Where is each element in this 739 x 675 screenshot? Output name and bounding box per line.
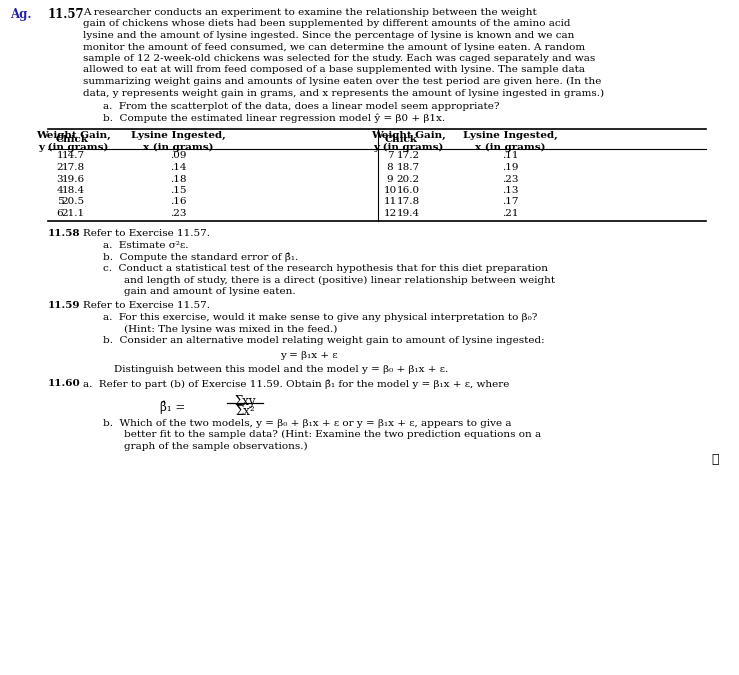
Text: 11.58: 11.58: [48, 230, 81, 238]
Text: a.  Refer to part (b) of Exercise 11.59. Obtain β̂₁ for the model y = β₁x + ε, w: a. Refer to part (b) of Exercise 11.59. …: [83, 379, 509, 389]
Text: lysine and the amount of lysine ingested. Since the percentage of lysine is know: lysine and the amount of lysine ingested…: [83, 31, 574, 40]
Text: 2: 2: [57, 163, 64, 172]
Text: and length of study, there is a direct (positive) linear relationship between we: and length of study, there is a direct (…: [124, 275, 555, 285]
Text: 11.59: 11.59: [48, 302, 81, 311]
Text: .19: .19: [502, 163, 518, 172]
Text: 19.6: 19.6: [61, 175, 84, 184]
Text: c.  Conduct a statistical test of the research hypothesis that for this diet pre: c. Conduct a statistical test of the res…: [103, 264, 548, 273]
Text: 9: 9: [386, 175, 393, 184]
Text: 10: 10: [384, 186, 397, 195]
Text: Weight Gain,: Weight Gain,: [371, 131, 446, 140]
Text: b.  Compute the standard error of β̂₁.: b. Compute the standard error of β̂₁.: [103, 252, 299, 262]
Text: 16.0: 16.0: [396, 186, 420, 195]
Text: 20.2: 20.2: [396, 175, 420, 184]
Text: 17.8: 17.8: [61, 163, 84, 172]
Text: x (in grams): x (in grams): [474, 142, 545, 152]
Text: better fit to the sample data? (Hint: Examine the two prediction equations on a: better fit to the sample data? (Hint: Ex…: [124, 430, 541, 439]
Text: Lysine Ingested,: Lysine Ingested,: [131, 131, 225, 140]
Text: .16: .16: [170, 198, 186, 207]
Text: .09: .09: [170, 151, 186, 161]
Text: .15: .15: [170, 186, 186, 195]
Text: 5: 5: [57, 198, 64, 207]
Text: 3: 3: [57, 175, 64, 184]
Text: sample of 12 2-week-old chickens was selected for the study. Each was caged sepa: sample of 12 2-week-old chickens was sel…: [83, 54, 595, 63]
Text: 21.1: 21.1: [61, 209, 84, 218]
Text: gain and amount of lysine eaten.: gain and amount of lysine eaten.: [124, 287, 296, 296]
Text: 1: 1: [57, 151, 64, 161]
Text: 11: 11: [384, 198, 397, 207]
Text: allowed to eat at will from feed composed of a base supplemented with lysine. Th: allowed to eat at will from feed compose…: [83, 65, 585, 74]
Text: 比: 比: [711, 453, 719, 466]
Text: Refer to Exercise 11.57.: Refer to Exercise 11.57.: [83, 230, 210, 238]
Text: 18.4: 18.4: [61, 186, 84, 195]
Text: 19.4: 19.4: [396, 209, 420, 218]
Text: 7: 7: [386, 151, 393, 161]
Text: β̂₁ =: β̂₁ =: [160, 401, 185, 414]
Text: 18.7: 18.7: [396, 163, 420, 172]
Text: x (in grams): x (in grams): [143, 142, 214, 152]
Text: 8: 8: [386, 163, 393, 172]
Text: gain of chickens whose diets had been supplemented by different amounts of the a: gain of chickens whose diets had been su…: [83, 20, 571, 28]
Text: 11.60: 11.60: [48, 379, 81, 389]
Text: y = β₁x + ε: y = β₁x + ε: [280, 350, 338, 360]
Text: Weight Gain,: Weight Gain,: [35, 131, 110, 140]
Text: .17: .17: [502, 198, 518, 207]
Text: b.  Compute the estimated linear regression model ŷ = β0 + β1x.: b. Compute the estimated linear regressi…: [103, 113, 445, 123]
Text: Chick: Chick: [385, 135, 418, 144]
Text: 17.8: 17.8: [396, 198, 420, 207]
Text: (Hint: The lysine was mixed in the feed.): (Hint: The lysine was mixed in the feed.…: [124, 325, 338, 333]
Text: monitor the amount of feed consumed, we can determine the amount of lysine eaten: monitor the amount of feed consumed, we …: [83, 43, 585, 51]
Text: summarizing weight gains and amounts of lysine eaten over the test period are gi: summarizing weight gains and amounts of …: [83, 77, 602, 86]
Text: graph of the sample observations.): graph of the sample observations.): [124, 441, 307, 451]
Text: .13: .13: [502, 186, 518, 195]
Text: a.  From the scatterplot of the data, does a linear model seem appropriate?: a. From the scatterplot of the data, doe…: [103, 102, 500, 111]
Text: 6: 6: [57, 209, 64, 218]
Text: y (in grams): y (in grams): [372, 142, 443, 152]
Text: data, y represents weight gain in grams, and x represents the amount of lysine i: data, y represents weight gain in grams,…: [83, 88, 604, 98]
Text: b.  Consider an alternative model relating weight gain to amount of lysine inges: b. Consider an alternative model relatin…: [103, 336, 545, 345]
Text: .23: .23: [502, 175, 518, 184]
Text: 12: 12: [384, 209, 397, 218]
Text: Σx²: Σx²: [235, 405, 255, 418]
Text: Refer to Exercise 11.57.: Refer to Exercise 11.57.: [83, 302, 210, 311]
Text: .11: .11: [502, 151, 518, 161]
Text: 17.2: 17.2: [396, 151, 420, 161]
Text: 4: 4: [57, 186, 64, 195]
Text: Σxy: Σxy: [234, 395, 256, 408]
Text: .23: .23: [170, 209, 186, 218]
Text: Chick: Chick: [56, 135, 89, 144]
Text: 11.57: 11.57: [48, 8, 85, 21]
Text: 20.5: 20.5: [61, 198, 84, 207]
Text: a.  For this exercise, would it make sense to give any physical interpretation t: a. For this exercise, would it make sens…: [103, 313, 537, 322]
Text: Ag.: Ag.: [10, 8, 32, 21]
Text: A researcher conducts an experiment to examine the relationship between the weig: A researcher conducts an experiment to e…: [83, 8, 537, 17]
Text: y (in grams): y (in grams): [38, 142, 108, 152]
Text: .14: .14: [170, 163, 186, 172]
Text: Lysine Ingested,: Lysine Ingested,: [463, 131, 557, 140]
Text: b.  Which of the two models, y = β₀ + β₁x + ε or y = β₁x + ε, appears to give a: b. Which of the two models, y = β₀ + β₁x…: [103, 418, 511, 427]
Text: 14.7: 14.7: [61, 151, 84, 161]
Text: .21: .21: [502, 209, 518, 218]
Text: a.  Estimate σ²ε.: a. Estimate σ²ε.: [103, 241, 188, 250]
Text: .18: .18: [170, 175, 186, 184]
Text: Distinguish between this model and the model y = β₀ + β₁x + ε.: Distinguish between this model and the m…: [114, 365, 449, 374]
